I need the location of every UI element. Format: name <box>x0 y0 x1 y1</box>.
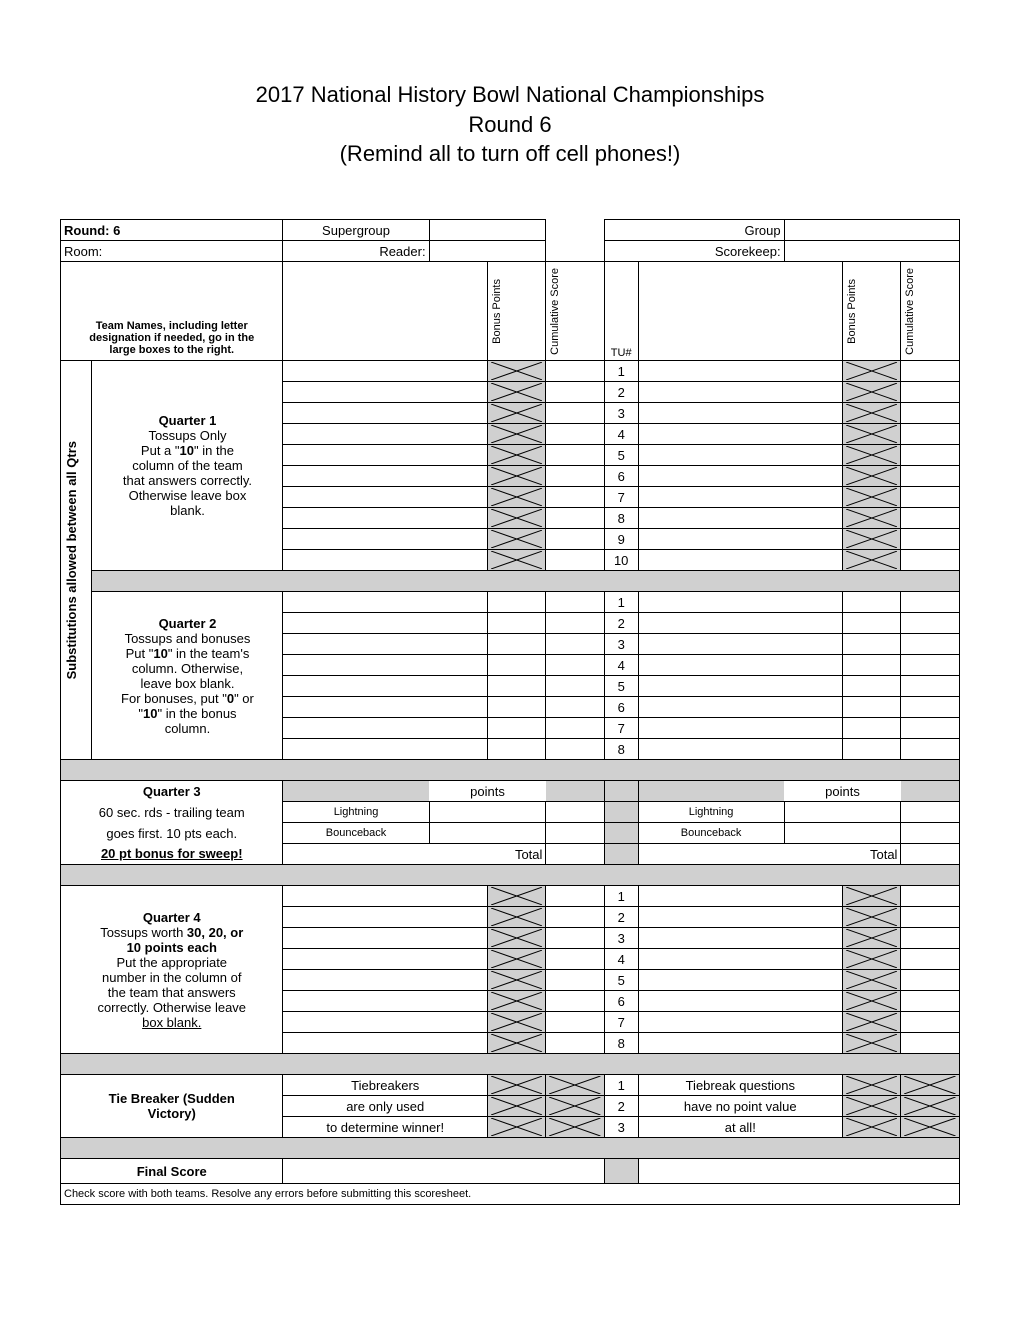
reader-value[interactable] <box>429 241 546 262</box>
tu-header: TU# <box>604 262 638 361</box>
title-line1: 2017 National History Bowl National Cham… <box>60 80 960 110</box>
reader-label: Reader: <box>283 241 429 262</box>
supergroup-value[interactable] <box>429 220 546 241</box>
scoresheet-table: Round: 6 Supergroup Group Room: Reader: … <box>60 219 960 1205</box>
bonus-header-a: Bonus Points <box>487 262 545 361</box>
q4-desc: Quarter 4 Tossups worth 30, 20, or 10 po… <box>61 886 283 1054</box>
scorekeep-value[interactable] <box>784 241 959 262</box>
header-row-2: Room: Reader: Scorekeep: <box>61 241 960 262</box>
column-header-row: Team Names, including letter designation… <box>61 262 960 361</box>
group-value[interactable] <box>784 220 959 241</box>
q2-desc: Quarter 2 Tossups and bonuses Put "10" i… <box>92 592 283 760</box>
final-score-label: Final Score <box>61 1159 283 1184</box>
q1-desc: Quarter 1 Tossups Only Put a "10" in the… <box>92 361 283 571</box>
bonus-header-b: Bonus Points <box>843 262 901 361</box>
cum-header-a: Cumulative Score <box>546 262 604 361</box>
cum-header-b: Cumulative Score <box>901 262 960 361</box>
scorekeep-label: Scorekeep: <box>604 241 784 262</box>
title-block: 2017 National History Bowl National Cham… <box>60 80 960 169</box>
team-a-name-box[interactable] <box>283 262 488 361</box>
final-score-a[interactable] <box>283 1159 604 1184</box>
team-notes: Team Names, including letter designation… <box>61 262 283 361</box>
team-b-name-box[interactable] <box>638 262 843 361</box>
supergroup-label: Supergroup <box>283 220 429 241</box>
subs-label: Substitutions allowed between all Qtrs <box>61 361 92 760</box>
title-line2: Round 6 <box>60 110 960 140</box>
group-label: Group <box>604 220 784 241</box>
room-label: Room: <box>61 241 283 262</box>
q3-row-1: Quarter 3 points points <box>61 781 960 802</box>
header-row-1: Round: 6 Supergroup Group <box>61 220 960 241</box>
title-line3: (Remind all to turn off cell phones!) <box>60 139 960 169</box>
final-score-b[interactable] <box>638 1159 959 1184</box>
tb-title: Tie Breaker (SuddenVictory) <box>61 1075 283 1138</box>
final-note: Check score with both teams. Resolve any… <box>61 1184 960 1205</box>
round-label: Round: 6 <box>61 220 283 241</box>
